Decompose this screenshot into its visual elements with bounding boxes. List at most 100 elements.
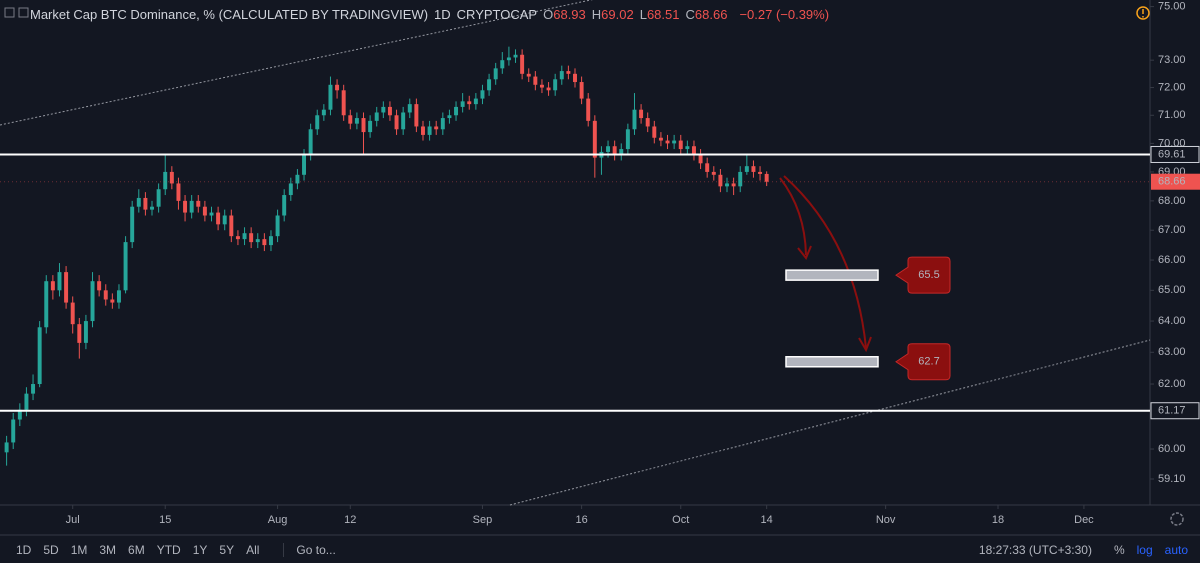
target-zone: [785, 269, 879, 281]
range-button[interactable]: 5Y: [219, 542, 235, 557]
candle-body: [123, 242, 128, 291]
ohlc-key: H: [591, 6, 602, 22]
candle-body: [50, 281, 55, 291]
x-tick-label: 16: [575, 514, 587, 526]
candle-body: [57, 272, 62, 291]
candle-body: [328, 84, 333, 110]
range-button[interactable]: 6M: [128, 542, 145, 557]
ohlc-value: 68.66: [694, 6, 728, 22]
candle-body: [658, 137, 663, 141]
candle-body: [407, 104, 412, 113]
scale-mode-button[interactable]: auto: [1164, 542, 1188, 557]
candles: [4, 46, 769, 466]
candle-body: [645, 118, 650, 127]
candle-body: [268, 236, 273, 246]
layout-icons: [4, 6, 1184, 526]
level-label: 69.61: [1158, 148, 1186, 160]
last-price-label: 68.66: [1158, 176, 1186, 188]
arrow: [779, 177, 807, 256]
ohlc-item: O68.93: [543, 7, 586, 22]
candle-body: [216, 212, 221, 225]
candle-body: [90, 281, 95, 322]
last-price-box: [1151, 173, 1200, 190]
candle-body: [546, 87, 551, 91]
candle-body: [70, 302, 75, 325]
x-tick-label: Aug: [268, 514, 288, 526]
candle-body: [4, 442, 9, 453]
range-button[interactable]: All: [246, 542, 260, 557]
ohlc-key: L: [639, 6, 647, 22]
candle-body: [625, 129, 630, 150]
scale-mode-button[interactable]: %: [1113, 542, 1125, 557]
range-button[interactable]: 1D: [16, 542, 32, 557]
icon[interactable]: [18, 7, 29, 18]
candle-body: [678, 140, 683, 150]
candle-body: [163, 171, 168, 190]
range-button[interactable]: 1Y: [192, 542, 208, 557]
y-tick-label: 64.00: [1158, 315, 1186, 327]
candle-body: [354, 118, 359, 124]
candle-body: [348, 115, 353, 124]
candle-body: [64, 272, 69, 303]
candle-body: [493, 68, 498, 80]
exchange: CRYPTOCAP: [456, 6, 538, 22]
candle-body: [17, 409, 22, 420]
candle-body: [394, 115, 399, 130]
icon[interactable]: [4, 7, 15, 18]
ohlc-value: 68.93: [553, 6, 586, 22]
ranges: 1D 5D 1M 3M 6M YTD 1Y 5Y All: [16, 543, 259, 557]
candle-body: [150, 206, 154, 210]
ohlc-value: 68.51: [646, 6, 680, 22]
candle-body: [454, 106, 459, 116]
range-button[interactable]: 1M: [70, 542, 88, 557]
candle-body: [665, 140, 670, 144]
candle-body: [427, 126, 432, 135]
candle-body: [130, 206, 135, 243]
range-button[interactable]: 5D: [43, 542, 59, 557]
candle-body: [156, 189, 161, 207]
candle-body: [539, 84, 544, 88]
candle-body: [44, 281, 49, 328]
x-tick-label: 18: [992, 514, 1004, 526]
x-tick-label: Dec: [1074, 514, 1094, 526]
candle-body: [440, 118, 445, 130]
candle-body: [691, 146, 696, 155]
candle-body: [368, 120, 373, 133]
arrow-head: [858, 336, 872, 353]
candle-body: [725, 183, 729, 187]
candle-body: [579, 82, 584, 99]
clock: 18:27:33 (UTC+3:30): [978, 542, 1092, 557]
candle-body: [97, 281, 102, 291]
candle-body: [321, 109, 326, 116]
bottom-toolbar: 1D 5D 1M 3M 6M YTD 1Y 5Y All Go to... 18:27:33 (…: [0, 536, 1200, 563]
x-tick-label: Nov: [876, 514, 896, 526]
legend-header: Market Cap BTC Dominance, % (CALCULATED …: [30, 5, 829, 23]
candle-body: [275, 215, 280, 237]
ohlc-key: C: [685, 6, 695, 22]
interval[interactable]: 1D: [434, 6, 451, 22]
settings-icon[interactable]: [1170, 512, 1184, 526]
candle-body: [751, 166, 756, 172]
candle-body: [473, 98, 478, 105]
y-tick-label: 60.00: [1158, 443, 1186, 455]
target-label: 65.5: [918, 269, 939, 281]
candle-body: [77, 324, 82, 343]
candle-body: [447, 115, 452, 119]
candle-body: [705, 163, 710, 172]
target-label: 62.7: [918, 356, 939, 368]
warning-icon[interactable]: [1136, 6, 1150, 20]
candle-body: [381, 106, 386, 113]
candle-body: [295, 174, 300, 184]
range-button[interactable]: 3M: [99, 542, 117, 557]
candle-body: [573, 73, 577, 83]
scale-mode-button[interactable]: log: [1136, 542, 1153, 557]
range-button[interactable]: YTD: [156, 542, 181, 557]
go-to[interactable]: Go to...: [283, 542, 336, 557]
candle-body: [249, 233, 254, 243]
scale-modes: % log auto: [1114, 543, 1188, 557]
candle-body: [639, 109, 644, 119]
target-zone: [785, 356, 879, 368]
candle-body: [335, 84, 340, 91]
